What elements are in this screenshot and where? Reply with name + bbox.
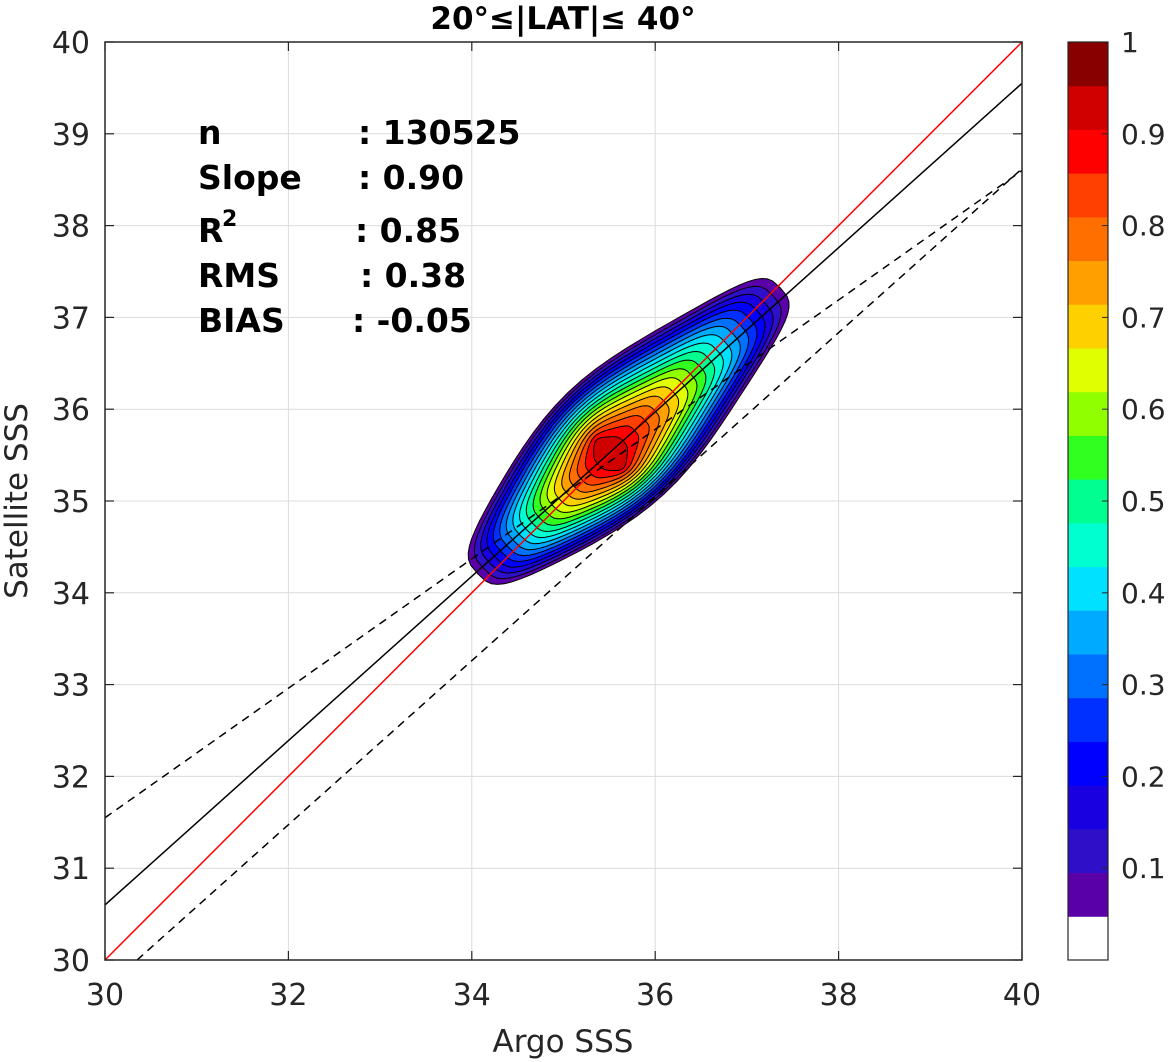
y-tick-label: 33 [52, 669, 90, 704]
chart-title: 20°≤|LAT|≤ 40° [430, 1, 695, 37]
stat-bias-label: BIAS [198, 301, 285, 340]
colorbar-segment [1068, 129, 1108, 174]
x-tick-label: 34 [453, 978, 491, 1013]
stat-slope-label: Slope [198, 158, 302, 197]
x-tick-label: 38 [820, 978, 858, 1013]
stat-n-value: : 130525 [358, 113, 520, 152]
one-to-one-line [105, 42, 1022, 960]
x-tick-label: 32 [269, 978, 307, 1013]
lower-bound-line [136, 168, 1022, 960]
y-tick-label: 34 [52, 577, 90, 612]
colorbar-tick-label: 0.7 [1121, 301, 1166, 334]
reference-lines [105, 42, 1022, 960]
colorbar-segment [1068, 916, 1108, 961]
colorbar-segment [1068, 610, 1108, 655]
colorbar-segment [1068, 348, 1108, 393]
colorbar-segment [1068, 260, 1108, 305]
colorbar-segment [1068, 42, 1108, 87]
x-tick-label: 30 [86, 978, 124, 1013]
colorbar [1068, 42, 1108, 961]
stat-bias-value: : -0.05 [352, 301, 472, 340]
colorbar-tick-label: 0.6 [1121, 393, 1166, 426]
grid [104, 41, 1023, 961]
colorbar-tick-label: 1 [1121, 26, 1139, 59]
colorbar-segment [1068, 479, 1108, 524]
x-tick-labels: 30 32 34 36 38 40 [86, 978, 1041, 1013]
y-tick-label: 37 [52, 301, 90, 336]
colorbar-segment [1068, 872, 1108, 917]
colorbar-segment [1068, 697, 1108, 742]
colorbar-tick-label: 0.2 [1121, 760, 1166, 793]
stat-r2-label: R [198, 211, 223, 250]
y-tick-label: 40 [52, 26, 90, 61]
colorbar-segment [1068, 566, 1108, 611]
upper-bound-line [105, 169, 1022, 819]
colorbar-segment [1068, 435, 1108, 480]
x-tick-label: 40 [1003, 978, 1041, 1013]
colorbar-segment [1068, 828, 1108, 874]
colorbar-tick-label: 0.1 [1121, 852, 1166, 885]
y-tick-label: 32 [52, 760, 90, 795]
axis-ticks [104, 41, 1023, 961]
colorbar-segment [1068, 391, 1108, 436]
y-axis-label: Satellite SSS [0, 403, 35, 599]
colorbar-segment [1068, 522, 1108, 568]
y-tick-label: 36 [52, 393, 90, 428]
x-axis-label: Argo SSS [493, 1024, 634, 1060]
x-tick-label: 36 [636, 978, 674, 1013]
stats-box: n : 130525 Slope : 0.90 R 2 : 0.85 RMS :… [198, 113, 520, 340]
colorbar-tick-label: 0.8 [1121, 210, 1166, 243]
stat-slope-value: : 0.90 [358, 158, 464, 197]
stat-rms-label: RMS [198, 256, 280, 295]
y-tick-label: 35 [52, 485, 90, 520]
stat-rms-value: : 0.38 [360, 256, 466, 295]
y-tick-label: 38 [52, 210, 90, 245]
colorbar-tick-label: 0.9 [1121, 118, 1166, 151]
colorbar-segment [1068, 216, 1108, 262]
stat-r2-superscript: 2 [222, 207, 237, 232]
colorbar-segment [1068, 654, 1108, 699]
colorbar-tick-label: 0.4 [1121, 577, 1166, 610]
colorbar-tick-label: 0.3 [1121, 669, 1166, 702]
colorbar-ticks: 0.1 0.2 0.3 0.4 0.5 0.6 0.7 0.8 0.9 1 [1102, 26, 1166, 885]
y-tick-labels: 30 31 32 33 34 35 36 37 38 39 40 [52, 26, 90, 979]
y-tick-label: 31 [52, 852, 90, 887]
colorbar-segment [1068, 785, 1108, 830]
colorbar-segment [1068, 304, 1108, 349]
colorbar-segment [1068, 741, 1108, 786]
colorbar-segment [1068, 85, 1108, 130]
y-tick-label: 39 [52, 118, 90, 153]
colorbar-tick-label: 0.5 [1121, 485, 1166, 518]
stat-r2-value: : 0.85 [355, 211, 461, 250]
stat-n-label: n [198, 113, 222, 152]
colorbar-segment [1068, 173, 1108, 218]
y-tick-label: 30 [52, 944, 90, 979]
